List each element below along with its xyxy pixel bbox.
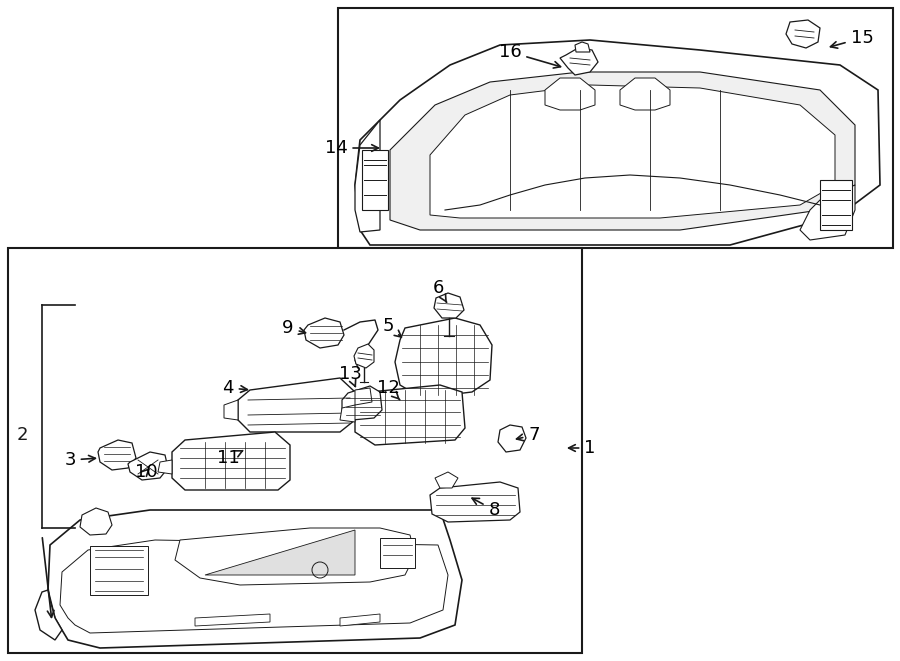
Text: 11: 11 — [217, 449, 243, 467]
Polygon shape — [355, 388, 372, 405]
Polygon shape — [342, 386, 382, 420]
Polygon shape — [362, 150, 388, 210]
Polygon shape — [545, 78, 595, 110]
Polygon shape — [175, 528, 415, 585]
Polygon shape — [355, 120, 380, 232]
Polygon shape — [172, 432, 290, 490]
Text: 14: 14 — [325, 139, 378, 157]
Text: 16: 16 — [499, 43, 561, 68]
Polygon shape — [355, 40, 880, 245]
Polygon shape — [238, 378, 355, 432]
Polygon shape — [98, 440, 136, 470]
Polygon shape — [380, 538, 415, 568]
Text: 6: 6 — [432, 279, 446, 302]
Bar — [8, 248, 582, 653]
Polygon shape — [434, 293, 464, 318]
Polygon shape — [48, 510, 462, 648]
Text: 15: 15 — [831, 29, 873, 48]
Polygon shape — [390, 72, 855, 230]
Polygon shape — [430, 482, 520, 522]
Polygon shape — [60, 540, 448, 633]
Polygon shape — [395, 318, 492, 398]
Text: 5: 5 — [382, 317, 401, 337]
Polygon shape — [205, 530, 355, 575]
Polygon shape — [195, 614, 270, 626]
Polygon shape — [304, 318, 344, 348]
Polygon shape — [786, 20, 820, 48]
Text: 9: 9 — [283, 319, 305, 337]
Text: 2: 2 — [16, 426, 28, 444]
Text: 10: 10 — [135, 463, 158, 481]
Polygon shape — [575, 42, 590, 52]
Bar — [338, 8, 893, 248]
Polygon shape — [820, 180, 852, 230]
Polygon shape — [435, 472, 458, 488]
Text: 4: 4 — [222, 379, 248, 397]
Text: 8: 8 — [472, 498, 500, 519]
Text: 1: 1 — [569, 439, 596, 457]
Polygon shape — [498, 425, 526, 452]
Polygon shape — [354, 344, 374, 368]
Polygon shape — [35, 590, 62, 640]
Text: 7: 7 — [517, 426, 540, 444]
Text: 3: 3 — [64, 451, 95, 469]
Polygon shape — [560, 48, 598, 75]
Polygon shape — [340, 614, 380, 626]
Polygon shape — [355, 385, 465, 445]
Polygon shape — [620, 78, 670, 110]
Polygon shape — [224, 400, 238, 420]
Polygon shape — [430, 85, 835, 218]
Text: 12: 12 — [376, 379, 400, 400]
Polygon shape — [90, 546, 148, 595]
Polygon shape — [80, 508, 112, 535]
Polygon shape — [800, 185, 855, 240]
Polygon shape — [158, 460, 172, 474]
Text: 13: 13 — [338, 365, 362, 387]
Polygon shape — [128, 452, 168, 480]
Polygon shape — [340, 405, 355, 422]
